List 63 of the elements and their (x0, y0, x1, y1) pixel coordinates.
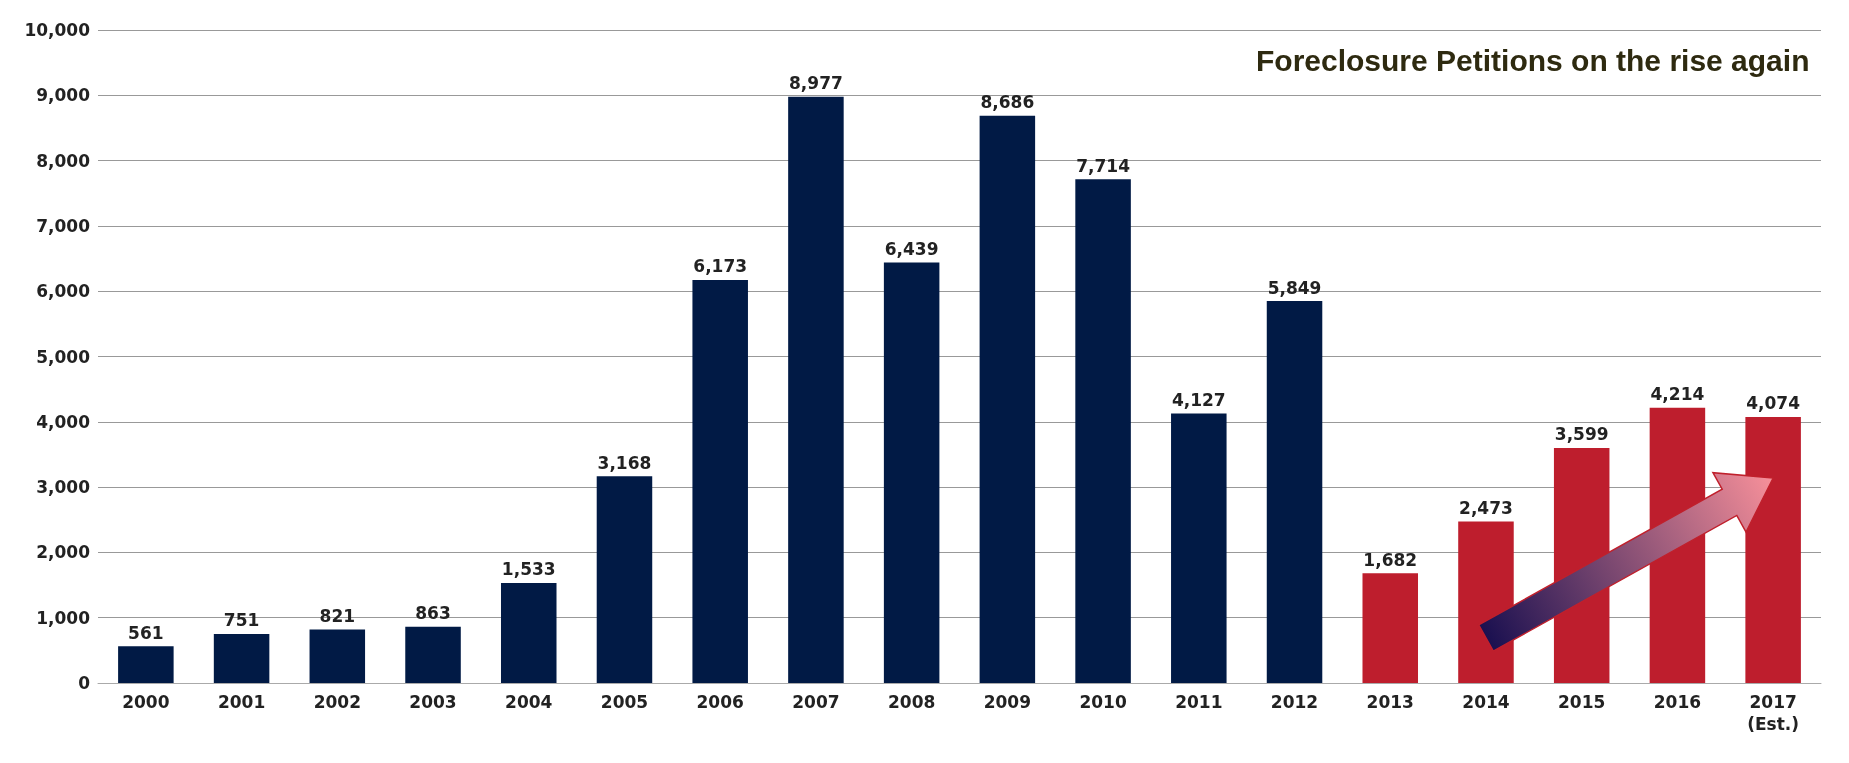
bar (883, 262, 940, 683)
y-tick-label: 10,000 (24, 20, 91, 40)
bar (1362, 573, 1419, 683)
x-tick-label: 2010 (1079, 692, 1127, 712)
x-tick-label: 2003 (409, 692, 457, 712)
bar (1171, 413, 1227, 683)
bar (596, 476, 653, 683)
y-tick-label: 7,000 (36, 215, 91, 236)
x-tick-label: 2009 (983, 692, 1032, 712)
bar (788, 96, 844, 683)
data-label: 2,473 (1459, 498, 1513, 519)
data-label: 4,074 (1746, 393, 1801, 414)
data-label: 1,682 (1363, 549, 1418, 570)
x-tick-label: 2012 (1270, 692, 1319, 712)
x-tick-label: 2000 (122, 692, 170, 712)
x-tick-label: 2008 (887, 692, 936, 712)
y-tick-label: 8,000 (36, 150, 91, 171)
y-tick-label: 1,000 (36, 607, 91, 628)
y-tick-label: 6,000 (36, 281, 91, 302)
x-tick-label: 2004 (505, 692, 553, 712)
y-tick-label: 5,000 (36, 346, 91, 367)
data-label: 7,714 (1076, 155, 1131, 176)
bar (405, 626, 461, 683)
bar (1075, 179, 1131, 683)
x-tick-label: 2016 (1653, 692, 1702, 712)
y-tick-label: 0 (78, 673, 91, 693)
x-tick-label: 2014 (1462, 692, 1510, 712)
x-tick-label: 2002 (313, 692, 361, 712)
data-label: 751 (223, 610, 260, 631)
x-tick-label: 2013 (1366, 692, 1414, 712)
bar (118, 646, 174, 683)
y-tick-label: 4,000 (36, 411, 91, 432)
data-label: 8,977 (789, 73, 843, 94)
data-label: 3,599 (1554, 424, 1609, 445)
x-tick-label: 2011 (1175, 692, 1223, 712)
data-label: 561 (128, 622, 164, 643)
bar (979, 115, 1036, 683)
chart-title: Foreclosure Petitions on the rise again (1256, 43, 1810, 77)
bar (500, 582, 557, 683)
bar (213, 633, 270, 683)
data-label: 6,439 (884, 239, 939, 260)
x-tick-label: 2006 (696, 692, 744, 712)
data-label: 5,849 (1267, 277, 1322, 298)
data-label: 1,533 (501, 559, 556, 580)
data-label: 821 (319, 605, 356, 626)
x-tick-label: 2015 (1558, 692, 1606, 712)
bar (309, 629, 366, 683)
data-label: 6,173 (693, 256, 748, 277)
data-label: 8,686 (980, 92, 1035, 113)
y-tick-label: 2,000 (36, 542, 91, 563)
x-tick-label: 2007 (792, 692, 840, 712)
x-tick-label: 2001 (217, 692, 266, 712)
data-label: 3,168 (597, 452, 652, 473)
x-tick-label: 2017 (Est.) (1747, 692, 1800, 734)
data-label: 863 (415, 603, 451, 624)
y-tick-label: 3,000 (36, 477, 91, 498)
bar (1745, 416, 1801, 683)
x-tick-label: 2005 (600, 692, 649, 712)
data-label: 4,127 (1171, 390, 1226, 411)
data-label: 4,214 (1650, 384, 1705, 405)
bar (1266, 301, 1323, 683)
y-tick-label: 9,000 (36, 85, 91, 106)
bar (692, 279, 748, 683)
